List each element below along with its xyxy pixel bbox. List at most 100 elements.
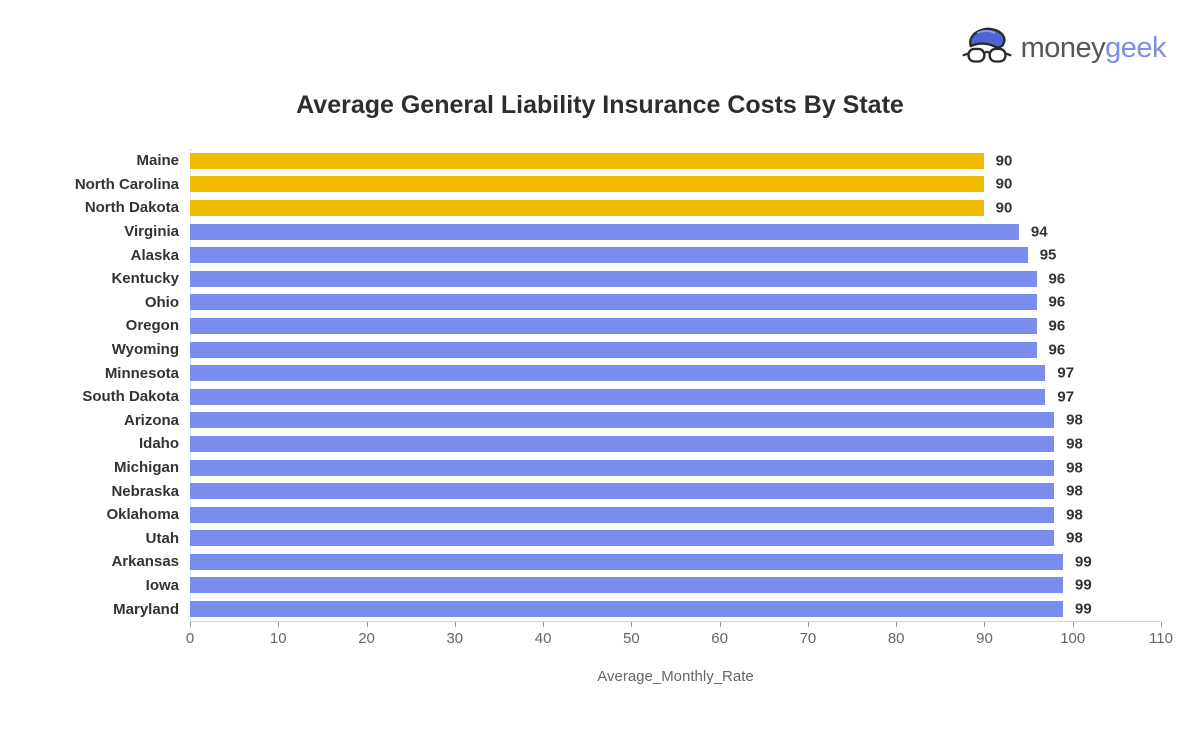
state-label: Ohio bbox=[144, 293, 179, 311]
x-axis: 0 10 20 30 40 50 60 70 80 90 100 110 bbox=[186, 621, 1173, 651]
logo-text-money: money bbox=[1020, 31, 1106, 64]
chart-row: North Dakota 90 bbox=[0, 196, 1200, 220]
bar bbox=[190, 294, 1037, 311]
bar bbox=[190, 199, 984, 216]
bar bbox=[190, 530, 1055, 547]
bar-value-label: 98 bbox=[1066, 506, 1083, 524]
x-tick-mark bbox=[1072, 622, 1074, 627]
bar-value-label: 94 bbox=[1030, 223, 1048, 241]
chart-row: Virginia 94 bbox=[0, 220, 1200, 244]
chart-row: Oregon 96 bbox=[0, 314, 1200, 338]
x-tick-mark bbox=[896, 622, 898, 627]
x-tick-label: 10 bbox=[269, 630, 287, 647]
state-label: Minnesota bbox=[104, 364, 179, 382]
bar bbox=[190, 553, 1063, 570]
bar-value-label: 99 bbox=[1075, 576, 1092, 594]
bar bbox=[190, 270, 1037, 287]
state-label: Iowa bbox=[145, 576, 179, 594]
x-tick-mark bbox=[1161, 622, 1162, 627]
chart-row: South Dakota 97 bbox=[0, 385, 1200, 409]
x-tick-label: 50 bbox=[623, 630, 640, 647]
bar bbox=[190, 341, 1037, 358]
bar-value-label: 97 bbox=[1057, 364, 1075, 382]
chart-row: Oklahoma 98 bbox=[0, 503, 1200, 527]
chart-row: Nebraska 98 bbox=[0, 479, 1200, 503]
x-tick-label: 80 bbox=[887, 630, 905, 647]
bar-track: 97 bbox=[190, 388, 1160, 405]
chart-row: Alaska 95 bbox=[0, 243, 1200, 267]
x-tick-label: 100 bbox=[1060, 630, 1086, 647]
bar-track: 96 bbox=[190, 341, 1160, 359]
state-label: Arkansas bbox=[111, 553, 179, 571]
x-tick-label: 30 bbox=[446, 630, 464, 647]
x-tick-mark bbox=[278, 622, 280, 627]
bar-value-label: 90 bbox=[995, 152, 1013, 170]
bar-value-label: 99 bbox=[1075, 600, 1092, 618]
x-tick-mark bbox=[984, 622, 986, 627]
state-label: Utah bbox=[145, 529, 179, 547]
bar-value-label: 98 bbox=[1066, 529, 1083, 547]
bar-value-label: 96 bbox=[1048, 341, 1066, 359]
bar-value-label: 98 bbox=[1066, 435, 1083, 453]
x-tick-label: 20 bbox=[358, 630, 375, 647]
state-label: Maryland bbox=[113, 600, 179, 618]
bar-track: 98 bbox=[190, 412, 1160, 429]
x-tick-label: 110 bbox=[1149, 630, 1173, 647]
bar-track: 99 bbox=[190, 553, 1160, 571]
chart-row: Michigan 98 bbox=[0, 456, 1200, 480]
chart-row: North Carolina 90 bbox=[0, 173, 1200, 197]
chart-row: Arkansas 99 bbox=[0, 550, 1200, 574]
x-tick-label: 60 bbox=[711, 630, 728, 647]
bar bbox=[190, 176, 984, 193]
logo-wordmark: moneygeek bbox=[1020, 31, 1167, 65]
bars: Maine 90 North Carolina 90 North Dakota 90 Vir… bbox=[0, 149, 1200, 621]
bar-track: 96 bbox=[190, 270, 1160, 288]
chart-row: Utah 98 bbox=[0, 527, 1200, 551]
chart-row: Arizona 98 bbox=[0, 409, 1200, 433]
bar bbox=[190, 506, 1055, 523]
state-label: Arizona bbox=[123, 411, 179, 429]
state-label: Virginia bbox=[124, 223, 179, 241]
bar bbox=[190, 577, 1063, 594]
bar-value-label: 96 bbox=[1048, 317, 1066, 335]
bar bbox=[190, 247, 1028, 264]
chart-row: Minnesota 97 bbox=[0, 361, 1200, 385]
x-tick-mark bbox=[190, 622, 191, 627]
chart-row: Iowa 99 bbox=[0, 574, 1200, 598]
bar-track: 99 bbox=[190, 600, 1160, 618]
x-axis-title: Average_Monthly_Rate bbox=[597, 668, 754, 685]
bar-track: 97 bbox=[190, 364, 1160, 382]
bar-value-label: 96 bbox=[1048, 270, 1066, 288]
bar-track: 98 bbox=[190, 529, 1160, 547]
bar-track: 98 bbox=[190, 483, 1160, 500]
bar bbox=[190, 601, 1063, 618]
state-label: Nebraska bbox=[111, 482, 179, 500]
bar-value-label: 96 bbox=[1048, 293, 1066, 311]
bar-track: 96 bbox=[190, 317, 1160, 335]
bar bbox=[190, 223, 1019, 240]
state-label: Alaska bbox=[130, 246, 179, 264]
x-tick-label: 90 bbox=[976, 630, 993, 647]
chart-row: Ohio 96 bbox=[0, 291, 1200, 315]
bar-value-label: 90 bbox=[995, 199, 1013, 217]
bar-track: 90 bbox=[190, 152, 1160, 170]
x-tick-mark bbox=[631, 622, 633, 627]
bar-track: 98 bbox=[190, 435, 1160, 453]
bar-track: 90 bbox=[190, 199, 1160, 217]
state-label: Maine bbox=[136, 152, 179, 170]
bar bbox=[190, 412, 1055, 429]
chart-row: Kentucky 96 bbox=[0, 267, 1200, 291]
bar-track: 99 bbox=[190, 576, 1160, 594]
bar bbox=[190, 483, 1055, 500]
x-tick-mark bbox=[807, 622, 809, 627]
bar bbox=[190, 317, 1037, 334]
state-label: Oregon bbox=[125, 317, 179, 335]
bar-track: 95 bbox=[190, 247, 1160, 264]
chart-row: Idaho 98 bbox=[0, 432, 1200, 456]
chart-title: Average General Liability Insurance Cost… bbox=[296, 91, 904, 119]
moneygeek-logo: moneygeek bbox=[960, 24, 1166, 72]
x-tick-mark bbox=[366, 622, 368, 627]
bar-value-label: 99 bbox=[1075, 553, 1092, 571]
state-label: Oklahoma bbox=[106, 506, 179, 524]
chart-row: Wyoming 96 bbox=[0, 338, 1200, 362]
